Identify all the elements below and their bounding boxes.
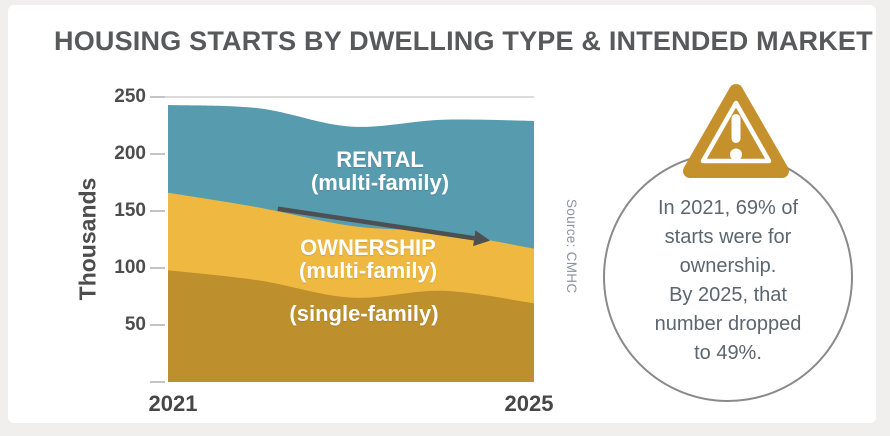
rental-label-line1: RENTAL: [336, 147, 424, 172]
y-axis-title: Thousands: [74, 177, 101, 301]
y-tick-label: 50: [124, 314, 146, 335]
ownership-label-line2: (multi-family): [298, 258, 438, 283]
x-tick-label: 2025: [504, 391, 554, 416]
chart-title: HOUSING STARTS BY DWELLING TYPE & INTEND…: [54, 26, 873, 56]
rental-label-line2: (multi-family): [310, 170, 450, 195]
x-tick-label: 2021: [148, 391, 198, 416]
stacked-area-chart: Thousands RENTAL (multi-family) OWNERSHI…: [8, 5, 608, 423]
infographic-card: HOUSING STARTS BY DWELLING TYPE & INTEND…: [8, 5, 876, 423]
callout: In 2021, 69% of starts were for ownershi…: [593, 75, 868, 415]
single-family-area-label: (single-family): [289, 301, 439, 326]
chart-canvas: [150, 96, 534, 383]
callout-circle: In 2021, 69% of starts were for ownershi…: [603, 152, 853, 402]
y-tick-label: 100: [114, 257, 146, 278]
source-note: Source: CMHC: [564, 199, 579, 294]
y-tick-label: 150: [114, 200, 146, 221]
y-tick-label: 250: [114, 86, 146, 107]
callout-text: In 2021, 69% of starts were for ownershi…: [654, 197, 802, 364]
warning-triangle-icon: [683, 84, 789, 178]
ownership-area-label: OWNERSHIP (multi-family): [299, 236, 437, 282]
ownership-label-line1: OWNERSHIP: [300, 235, 436, 260]
y-tick-label: 200: [114, 143, 146, 164]
rental-area-label: RENTAL (multi-family): [311, 148, 449, 194]
